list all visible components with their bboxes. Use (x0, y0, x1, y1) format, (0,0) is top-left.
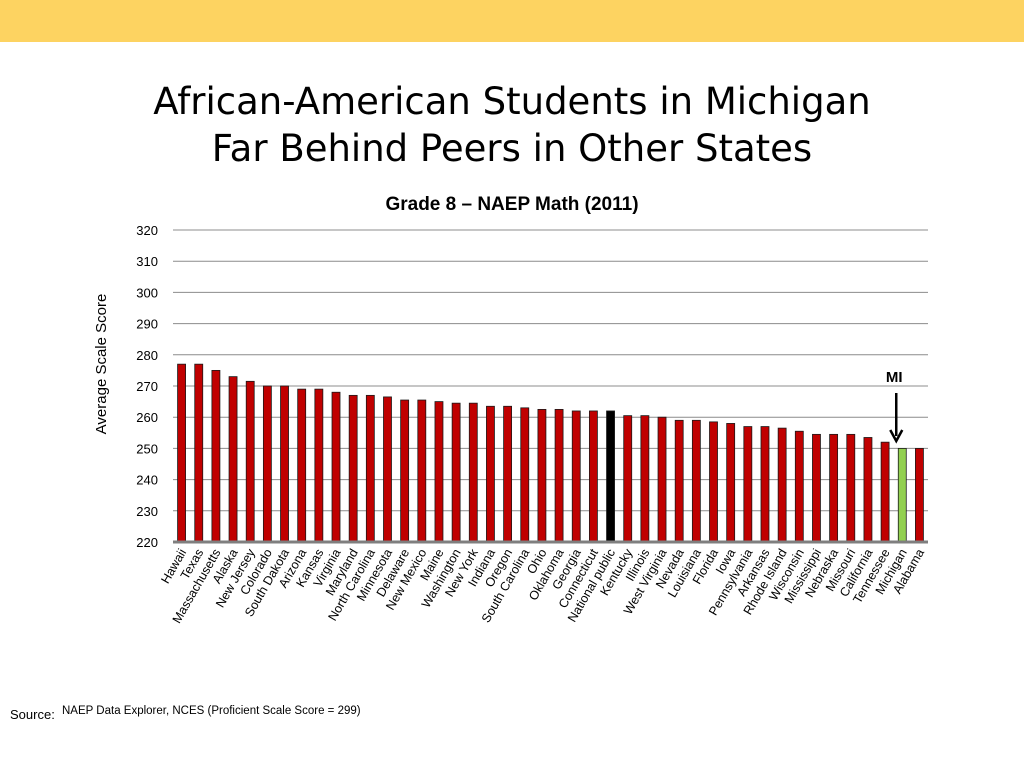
bar-national-public (606, 410, 615, 543)
bar-indiana (486, 405, 495, 543)
top-accent-band (0, 0, 1024, 42)
bar-new-mexico (417, 399, 427, 543)
source-label: Source: (10, 707, 55, 722)
y-tick-label: 300 (136, 285, 158, 300)
bar-ohio (537, 408, 547, 543)
slide-title-line-1: African-American Students in Michigan (153, 80, 871, 123)
y-tick-label: 270 (136, 379, 158, 394)
bar-arizona (297, 388, 307, 543)
bars (177, 363, 924, 543)
y-tick-label: 280 (136, 348, 158, 363)
bar-arkansas (760, 426, 770, 543)
slide-title: African-American Students in Michigan Fa… (0, 78, 1024, 172)
bar-missouri (846, 433, 856, 543)
bar-oregon (503, 405, 513, 543)
bar-alabama (915, 447, 924, 543)
bar-rhode-island (777, 427, 787, 543)
y-tick-label: 250 (136, 441, 158, 456)
bar-iowa (726, 423, 736, 543)
y-tick-label: 230 (136, 504, 158, 519)
bar-louisiana (691, 419, 701, 543)
bar-south-dakota (280, 385, 289, 543)
bar-nebraska (829, 433, 839, 543)
bar-massachusetts (211, 369, 221, 543)
bar-texas (194, 363, 204, 543)
bar-kansas (314, 388, 324, 543)
bar-oklahoma (554, 408, 564, 543)
bar-washington (451, 402, 461, 543)
bar-nevada (674, 419, 684, 543)
bar-virginia (331, 391, 341, 543)
bar-north-carolina (365, 394, 375, 543)
y-tick-label: 220 (136, 535, 158, 550)
chart-title: Grade 8 – NAEP Math (2011) (385, 194, 639, 215)
michigan-annotation: MI (886, 369, 904, 444)
bar-california (863, 437, 873, 543)
bar-new-york (468, 402, 478, 543)
annotation-arrow-head (889, 429, 904, 444)
bar-illinois (640, 415, 650, 543)
y-axis-tick-labels: 220 230 240 250 260 270 280 290 300 310 320 (136, 223, 158, 550)
y-tick-label: 310 (136, 254, 158, 269)
bar-colorado (262, 385, 272, 543)
bar-pennsylvania (743, 426, 753, 543)
y-axis-title: Average Scale Score (93, 294, 110, 435)
y-tick-label: 240 (136, 473, 158, 488)
bar-alaska (228, 376, 238, 543)
bar-florida (709, 421, 718, 543)
bar-tennessee (880, 441, 890, 543)
bar-michigan (897, 447, 907, 543)
y-tick-label: 320 (136, 223, 158, 238)
bar-delaware (400, 399, 410, 543)
annotation-label: MI (886, 369, 903, 386)
bar-maine (434, 401, 444, 543)
bar-mississippi (812, 433, 821, 543)
bar-minnesota (383, 396, 392, 543)
bar-south-carolina (520, 407, 530, 543)
bar-new-jersey (245, 380, 255, 543)
y-tick-label: 260 (136, 410, 158, 425)
bar-connecticut (588, 410, 598, 543)
bar-maryland (348, 394, 358, 543)
bar-wisconsin (794, 430, 804, 543)
y-tick-label: 290 (136, 317, 158, 332)
bar-kentucky (623, 415, 633, 543)
source-text: NAEP Data Explorer, NCES (Proficient Sca… (62, 705, 361, 717)
bar-west-virginia (657, 416, 667, 543)
bar-hawaii (177, 363, 186, 543)
bar-georgia (571, 410, 581, 543)
slide-title-line-2: Far Behind Peers in Other States (211, 127, 813, 170)
